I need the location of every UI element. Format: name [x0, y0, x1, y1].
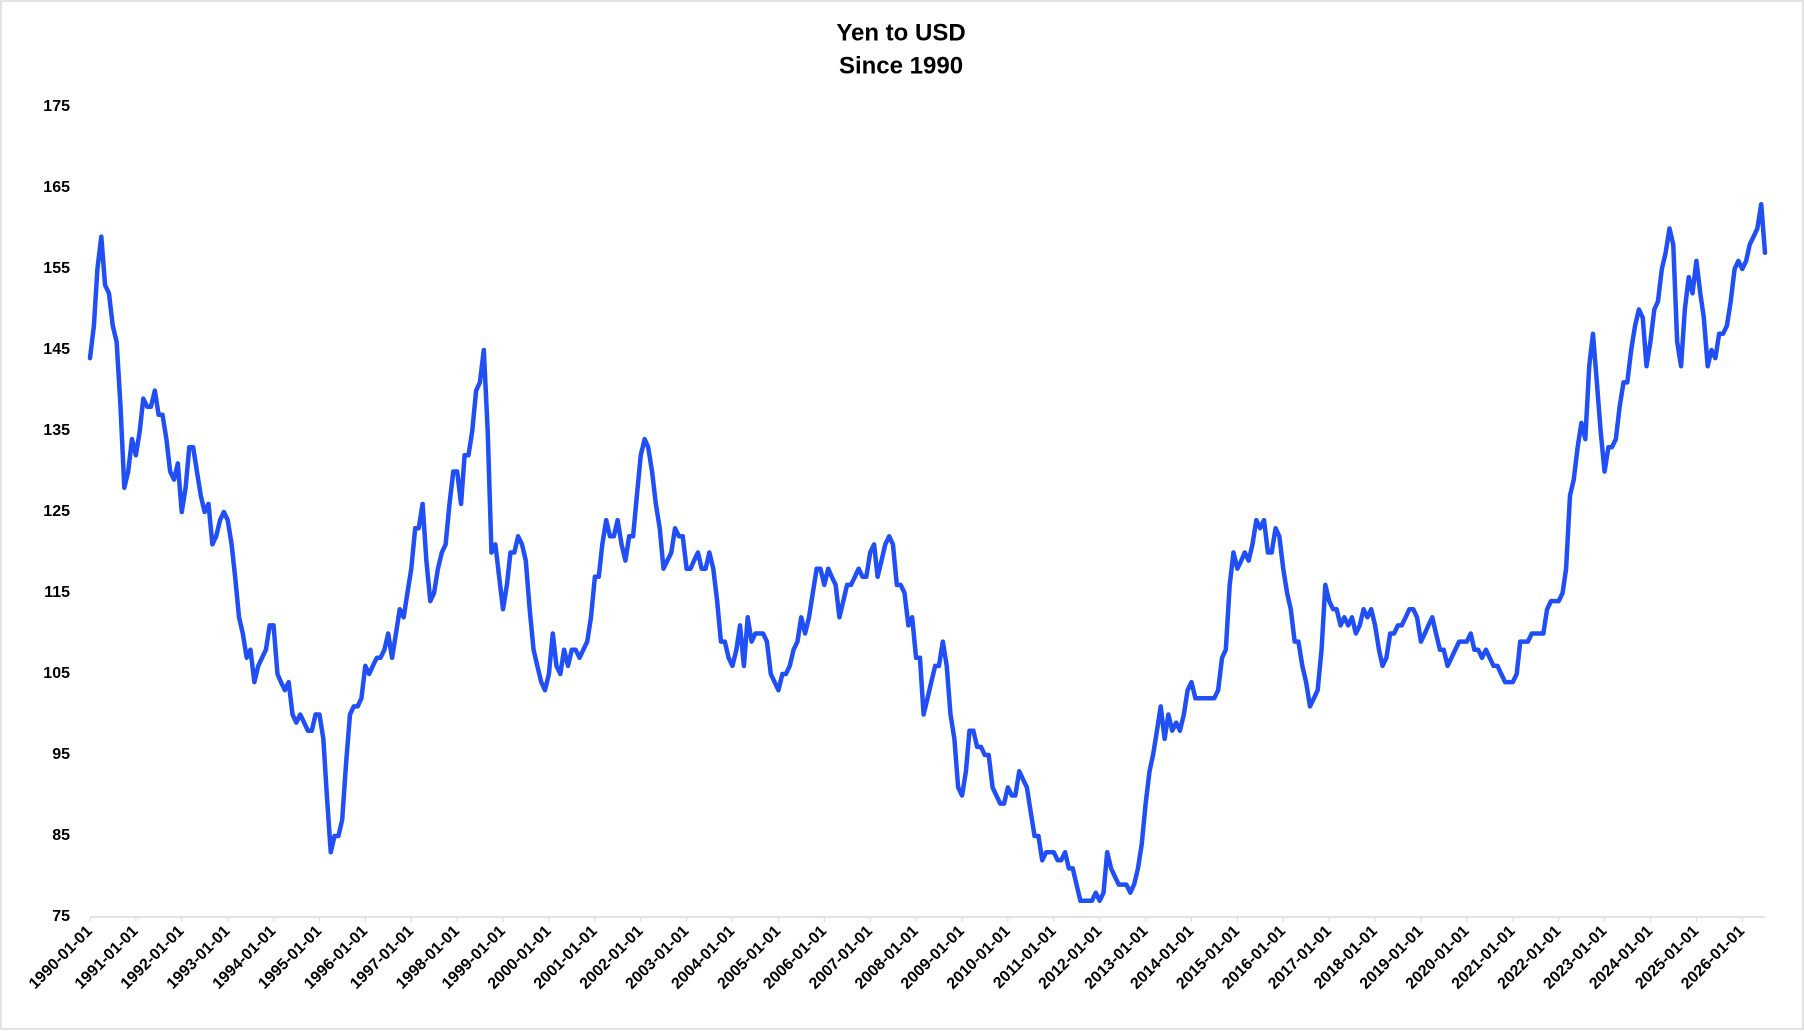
y-tick-label: 145	[43, 341, 70, 358]
y-tick-label: 175	[43, 98, 70, 115]
y-tick-label: 135	[43, 422, 70, 439]
y-tick-label: 155	[43, 260, 70, 277]
y-tick-label: 75	[52, 908, 70, 925]
line-series	[87, 201, 1768, 904]
chart-title: Yen to USD	[836, 19, 965, 46]
y-tick-label: 165	[43, 179, 70, 196]
y-tick-label: 95	[52, 746, 70, 763]
y-tick-label: 85	[52, 827, 70, 844]
y-tick-label: 125	[43, 503, 70, 520]
y-tick-label: 115	[44, 584, 70, 601]
y-tick-label: 105	[43, 665, 70, 682]
chart-subtitle: Since 1990	[839, 52, 963, 79]
